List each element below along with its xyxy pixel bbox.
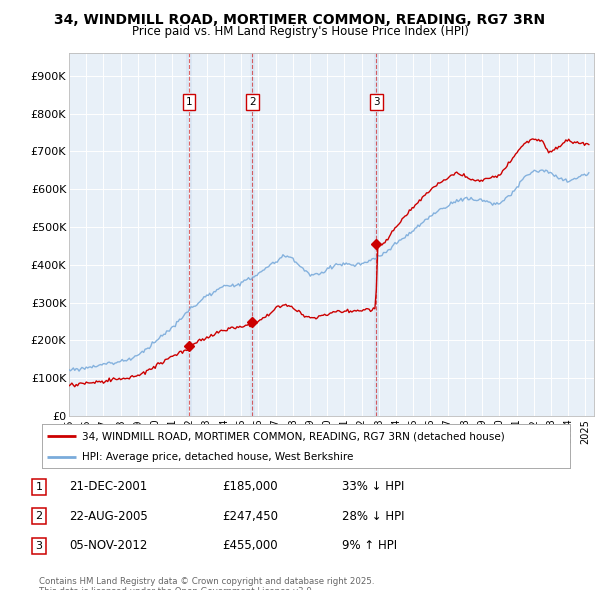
Bar [187, 53, 191, 416]
Text: 1: 1 [35, 482, 43, 491]
Text: HPI: Average price, detached house, West Berkshire: HPI: Average price, detached house, West… [82, 452, 353, 462]
Bar [250, 53, 255, 416]
Text: 28% ↓ HPI: 28% ↓ HPI [342, 510, 404, 523]
Text: 33% ↓ HPI: 33% ↓ HPI [342, 480, 404, 493]
Text: 05-NOV-2012: 05-NOV-2012 [69, 539, 148, 552]
Text: 34, WINDMILL ROAD, MORTIMER COMMON, READING, RG7 3RN (detached house): 34, WINDMILL ROAD, MORTIMER COMMON, READ… [82, 431, 505, 441]
Text: 21-DEC-2001: 21-DEC-2001 [69, 480, 147, 493]
Text: 9% ↑ HPI: 9% ↑ HPI [342, 539, 397, 552]
Text: 2: 2 [249, 97, 256, 107]
Text: £455,000: £455,000 [222, 539, 278, 552]
Text: 34, WINDMILL ROAD, MORTIMER COMMON, READING, RG7 3RN: 34, WINDMILL ROAD, MORTIMER COMMON, READ… [55, 13, 545, 27]
Text: £247,450: £247,450 [222, 510, 278, 523]
Text: 1: 1 [185, 97, 192, 107]
Text: 3: 3 [373, 97, 380, 107]
Text: Contains HM Land Registry data © Crown copyright and database right 2025.
This d: Contains HM Land Registry data © Crown c… [39, 577, 374, 590]
Text: 3: 3 [35, 541, 43, 550]
Text: 2: 2 [35, 512, 43, 521]
Text: £185,000: £185,000 [222, 480, 278, 493]
Text: 22-AUG-2005: 22-AUG-2005 [69, 510, 148, 523]
Text: Price paid vs. HM Land Registry's House Price Index (HPI): Price paid vs. HM Land Registry's House … [131, 25, 469, 38]
Bar [374, 53, 379, 416]
